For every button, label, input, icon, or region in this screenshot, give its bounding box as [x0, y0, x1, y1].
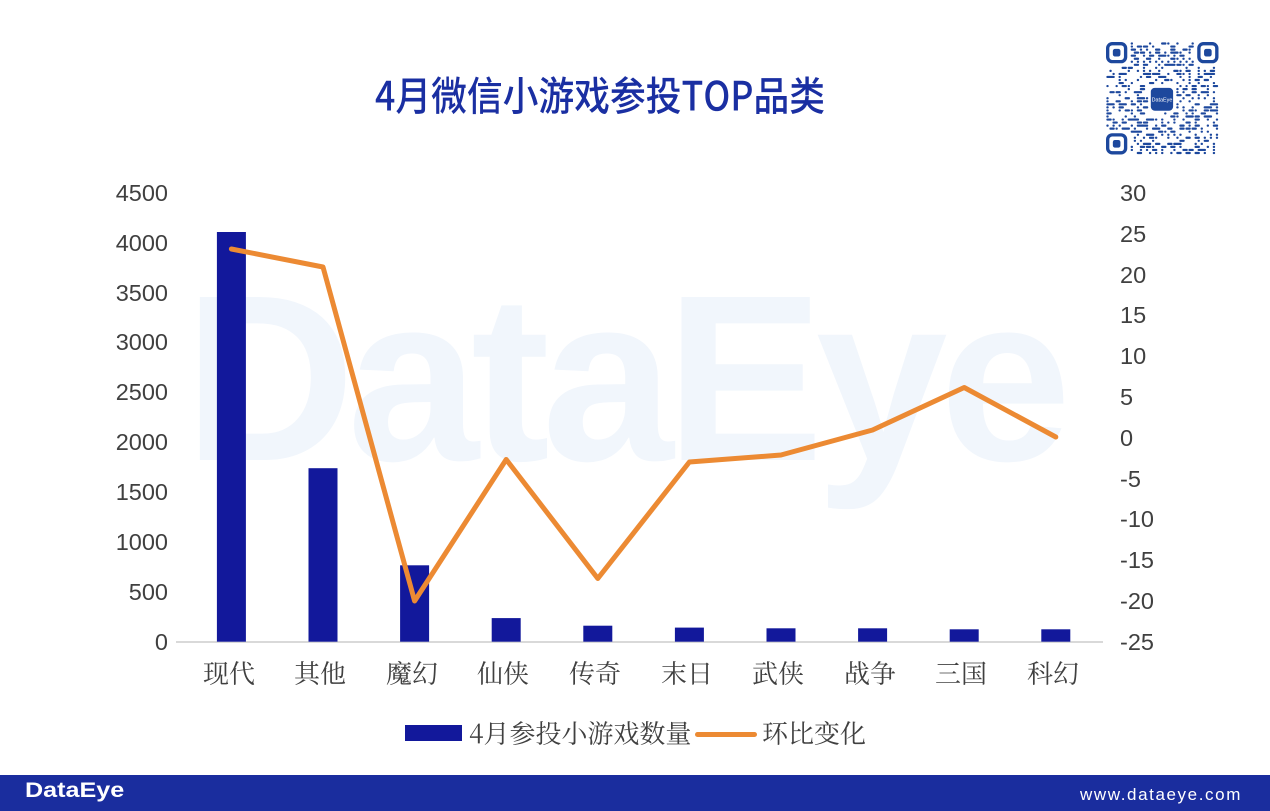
- svg-text:DataEye: DataEye: [1151, 97, 1172, 103]
